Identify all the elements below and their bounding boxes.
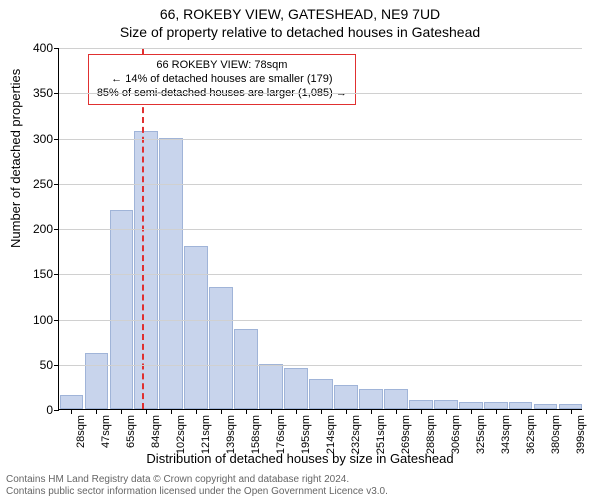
ytick-mark [54,410,59,411]
grid-line [59,48,582,49]
ytick-label: 300 [33,132,53,146]
xtick-mark [121,409,122,414]
xtick-label: 28sqm [75,415,87,448]
ytick-label: 250 [33,177,53,191]
grid-line [59,365,582,366]
histogram-bar [509,402,533,409]
histogram-bar [134,131,158,409]
footer-line2: Contains public sector information licen… [6,486,600,498]
grid-line [59,229,582,230]
xtick-mark [96,409,97,414]
xtick-mark [396,409,397,414]
xtick-label: 251sqm [375,415,387,454]
xtick-mark [421,409,422,414]
annotation-line1: 66 ROKEBY VIEW: 78sqm [97,59,347,73]
xtick-mark [371,409,372,414]
chart-title-line2: Size of property relative to detached ho… [0,24,600,40]
xtick-label: 362sqm [525,415,537,454]
x-axis-label: Distribution of detached houses by size … [0,451,600,466]
xtick-label: 214sqm [325,415,337,454]
histogram-bar [184,246,208,409]
histogram-bar [284,368,308,409]
ytick-mark [54,229,59,230]
histogram-bar [85,353,109,409]
xtick-mark [321,409,322,414]
y-axis-label: Number of detached properties [8,69,23,248]
xtick-label: 84sqm [150,415,162,448]
histogram-bar [234,329,258,409]
xtick-label: 232sqm [350,415,362,454]
xtick-mark [346,409,347,414]
xtick-label: 399sqm [575,415,587,454]
xtick-label: 139sqm [225,415,237,454]
xtick-label: 343sqm [500,415,512,454]
xtick-mark [471,409,472,414]
ytick-label: 350 [33,86,53,100]
histogram-bar [60,395,84,409]
xtick-label: 176sqm [275,415,287,454]
ytick-mark [54,93,59,94]
xtick-label: 47sqm [100,415,112,448]
xtick-mark [546,409,547,414]
xtick-mark [446,409,447,414]
xtick-mark [296,409,297,414]
grid-line [59,320,582,321]
histogram-bar [309,379,333,409]
ytick-label: 200 [33,222,53,236]
xtick-mark [171,409,172,414]
xtick-label: 121sqm [200,415,212,454]
ytick-label: 50 [40,358,53,372]
grid-line [59,93,582,94]
grid-line [59,184,582,185]
histogram-bar [209,287,233,409]
ytick-mark [54,139,59,140]
xtick-mark [71,409,72,414]
histogram-bar [159,138,183,410]
histogram-bar [334,385,358,409]
xtick-mark [221,409,222,414]
ytick-label: 100 [33,313,53,327]
chart-title-line1: 66, ROKEBY VIEW, GATESHEAD, NE9 7UD [0,6,600,22]
xtick-mark [246,409,247,414]
histogram-bar [459,402,483,409]
ytick-label: 0 [46,403,53,417]
xtick-label: 306sqm [450,415,462,454]
annotation-line2: ← 14% of detached houses are smaller (17… [97,73,347,87]
ytick-label: 400 [33,41,53,55]
xtick-mark [271,409,272,414]
xtick-label: 269sqm [400,415,412,454]
histogram-bar [409,400,433,409]
xtick-mark [571,409,572,414]
ytick-mark [54,365,59,366]
chart-plot-area: 66 ROKEBY VIEW: 78sqm ← 14% of detached … [58,48,582,410]
xtick-mark [496,409,497,414]
histogram-bar [359,389,383,409]
xtick-mark [146,409,147,414]
ytick-mark [54,184,59,185]
histogram-bar [259,364,283,409]
xtick-label: 325sqm [475,415,487,454]
xtick-mark [521,409,522,414]
grid-line [59,139,582,140]
footer-line1: Contains HM Land Registry data © Crown c… [6,474,600,486]
histogram-bar [484,402,508,409]
histogram-bar [434,400,458,409]
ytick-label: 150 [33,267,53,281]
grid-line [59,274,582,275]
ytick-mark [54,48,59,49]
footer-attribution: Contains HM Land Registry data © Crown c… [0,474,600,498]
ytick-mark [54,274,59,275]
ytick-mark [54,320,59,321]
annotation-box: 66 ROKEBY VIEW: 78sqm ← 14% of detached … [88,54,356,105]
xtick-label: 380sqm [550,415,562,454]
xtick-label: 195sqm [300,415,312,454]
xtick-label: 102sqm [175,415,187,454]
histogram-bar [384,389,408,409]
histogram-bar [110,210,134,409]
xtick-mark [196,409,197,414]
xtick-label: 158sqm [250,415,262,454]
xtick-label: 65sqm [125,415,137,448]
xtick-label: 288sqm [425,415,437,454]
